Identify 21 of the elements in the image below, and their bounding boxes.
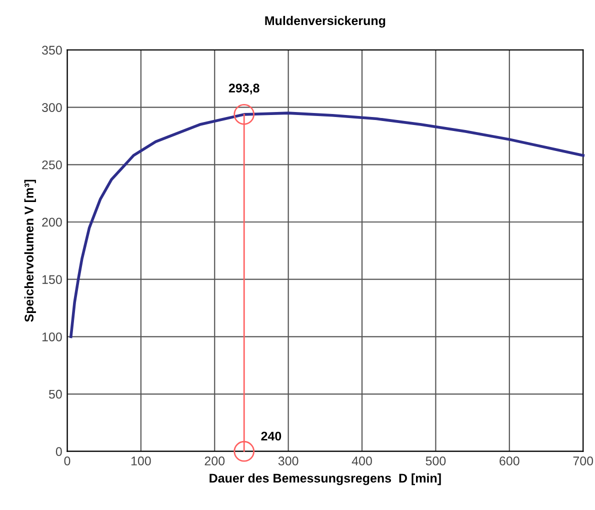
chart-title: Muldenversickerung: [265, 16, 386, 28]
x-tick-label: 0: [64, 456, 70, 466]
y-tick-label: 200: [42, 218, 62, 227]
y-tick-label: 350: [42, 46, 62, 55]
x-tick-label: 600: [500, 456, 520, 466]
annotation: 293,8: [228, 84, 260, 94]
y-tick-label: 300: [42, 103, 62, 112]
y-tick-label: 0: [56, 447, 62, 456]
annotation: 240: [261, 432, 282, 441]
x-tick-label: 100: [131, 456, 151, 466]
x-tick-label: 400: [352, 456, 372, 466]
y-tick-label: 100: [42, 332, 62, 342]
x-tick-label: 500: [426, 456, 446, 466]
y-tick-label: 50: [48, 390, 62, 399]
y-axis-title: Speichervolumen V [m³]: [24, 180, 36, 322]
y-tick-label: 150: [42, 275, 62, 284]
x-tick-label: 700: [573, 456, 594, 466]
x-tick-label: 300: [278, 456, 298, 466]
x-tick-label: 200: [204, 456, 225, 466]
y-tick-label: 250: [42, 160, 62, 170]
x-axis-title: Dauer des Bemessungsregens D [min]: [210, 473, 441, 486]
